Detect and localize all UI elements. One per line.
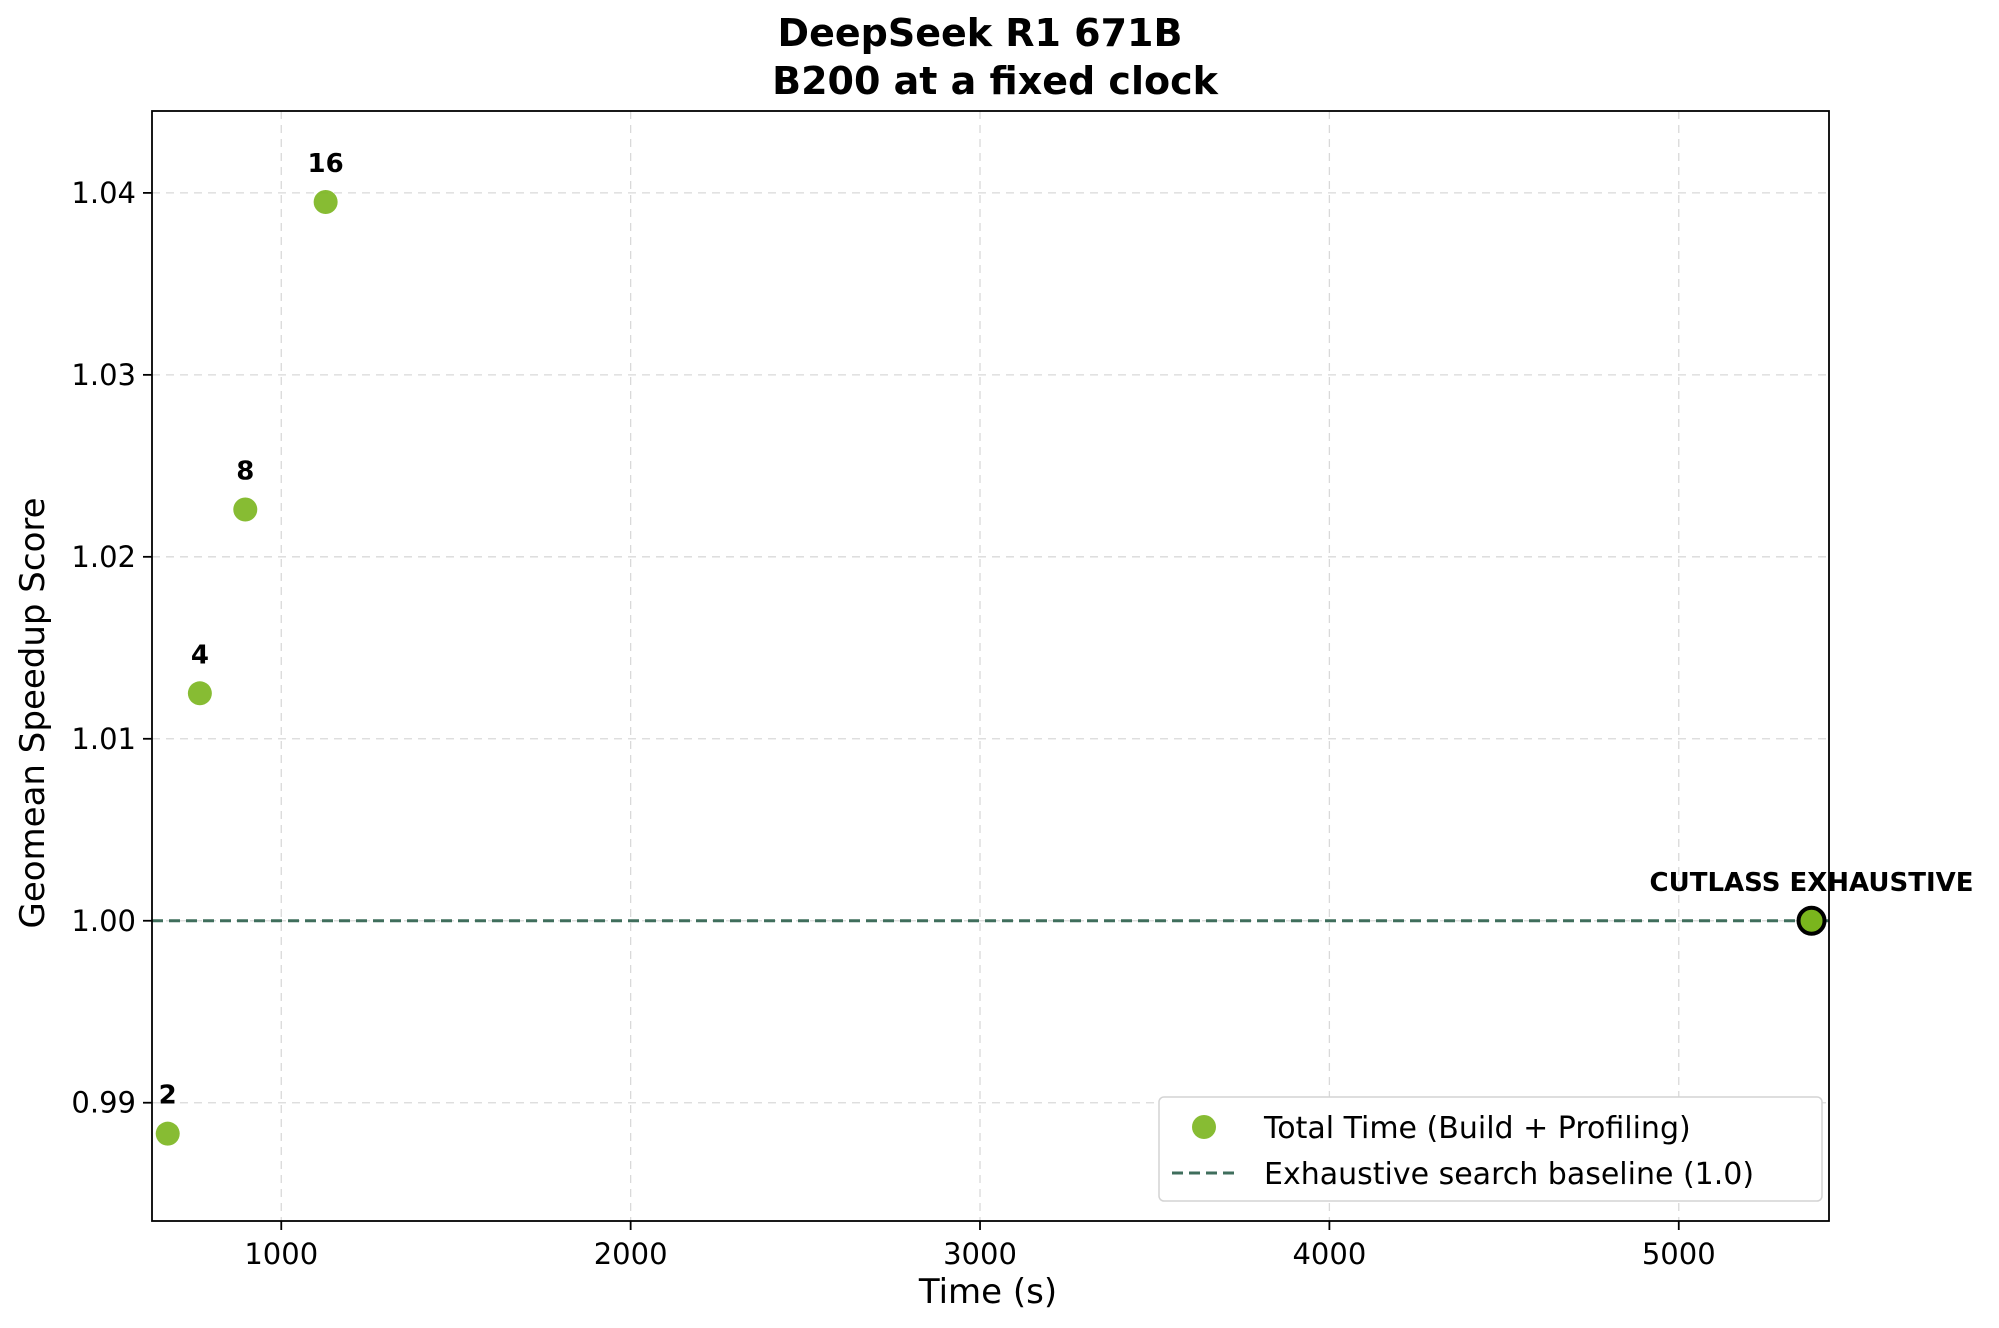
y-tick-label: 1.00 bbox=[71, 904, 136, 938]
data-point bbox=[155, 1121, 180, 1146]
x-tick-label: 4000 bbox=[1292, 1237, 1366, 1271]
data-point-label: CUTLASS EXHAUSTIVE bbox=[1650, 868, 1974, 898]
y-tick-label: 1.01 bbox=[71, 722, 136, 756]
x-tick-label: 1000 bbox=[244, 1237, 318, 1271]
legend-marker-scatter bbox=[1192, 1115, 1216, 1139]
data-point bbox=[233, 497, 258, 522]
axes bbox=[151, 110, 1830, 1222]
data-point-label: 8 bbox=[236, 457, 254, 487]
y-tick-label: 1.02 bbox=[71, 540, 136, 574]
legend-label-baseline: Exhaustive search baseline (1.0) bbox=[1264, 1157, 1754, 1192]
x-tick-label: 3000 bbox=[943, 1237, 1017, 1271]
chart-title: DeepSeek R1 671B bbox=[778, 11, 1183, 55]
x-axis-label: Time (s) bbox=[918, 1272, 1057, 1312]
ticks: 1000 2000 3000 4000 5000 0.99 1.00 1.01 1.02 1.03… bbox=[71, 176, 1715, 1271]
legend-box bbox=[1158, 1096, 1823, 1202]
data-point-label: 2 bbox=[159, 1081, 177, 1111]
y-tick-label: 1.04 bbox=[71, 176, 136, 210]
data-point-label: 4 bbox=[191, 640, 209, 670]
chart-subtitle: B200 at a fixed clock bbox=[772, 59, 1218, 103]
legend-label-scatter: Total Time (Build + Profiling) bbox=[1263, 1111, 1691, 1146]
y-axis-label: Geomean Speedup Score bbox=[13, 497, 53, 928]
data-point bbox=[187, 681, 212, 706]
data-point-label: 16 bbox=[308, 149, 344, 179]
x-tick-label: 5000 bbox=[1642, 1237, 1716, 1271]
points-layer: 2 4 8 16 CUTLASS EXHAUSTIVE bbox=[155, 149, 1974, 1146]
grid bbox=[152, 111, 1829, 1221]
plot-frame bbox=[151, 110, 1830, 1222]
x-tick-label: 2000 bbox=[594, 1237, 668, 1271]
data-point-exhaustive bbox=[1796, 905, 1827, 936]
y-tick-label: 0.99 bbox=[71, 1086, 136, 1120]
data-point bbox=[313, 189, 338, 214]
legend: Total Time (Build + Profiling) Exhaustiv… bbox=[1158, 1096, 1823, 1202]
y-tick-label: 1.03 bbox=[71, 358, 136, 392]
